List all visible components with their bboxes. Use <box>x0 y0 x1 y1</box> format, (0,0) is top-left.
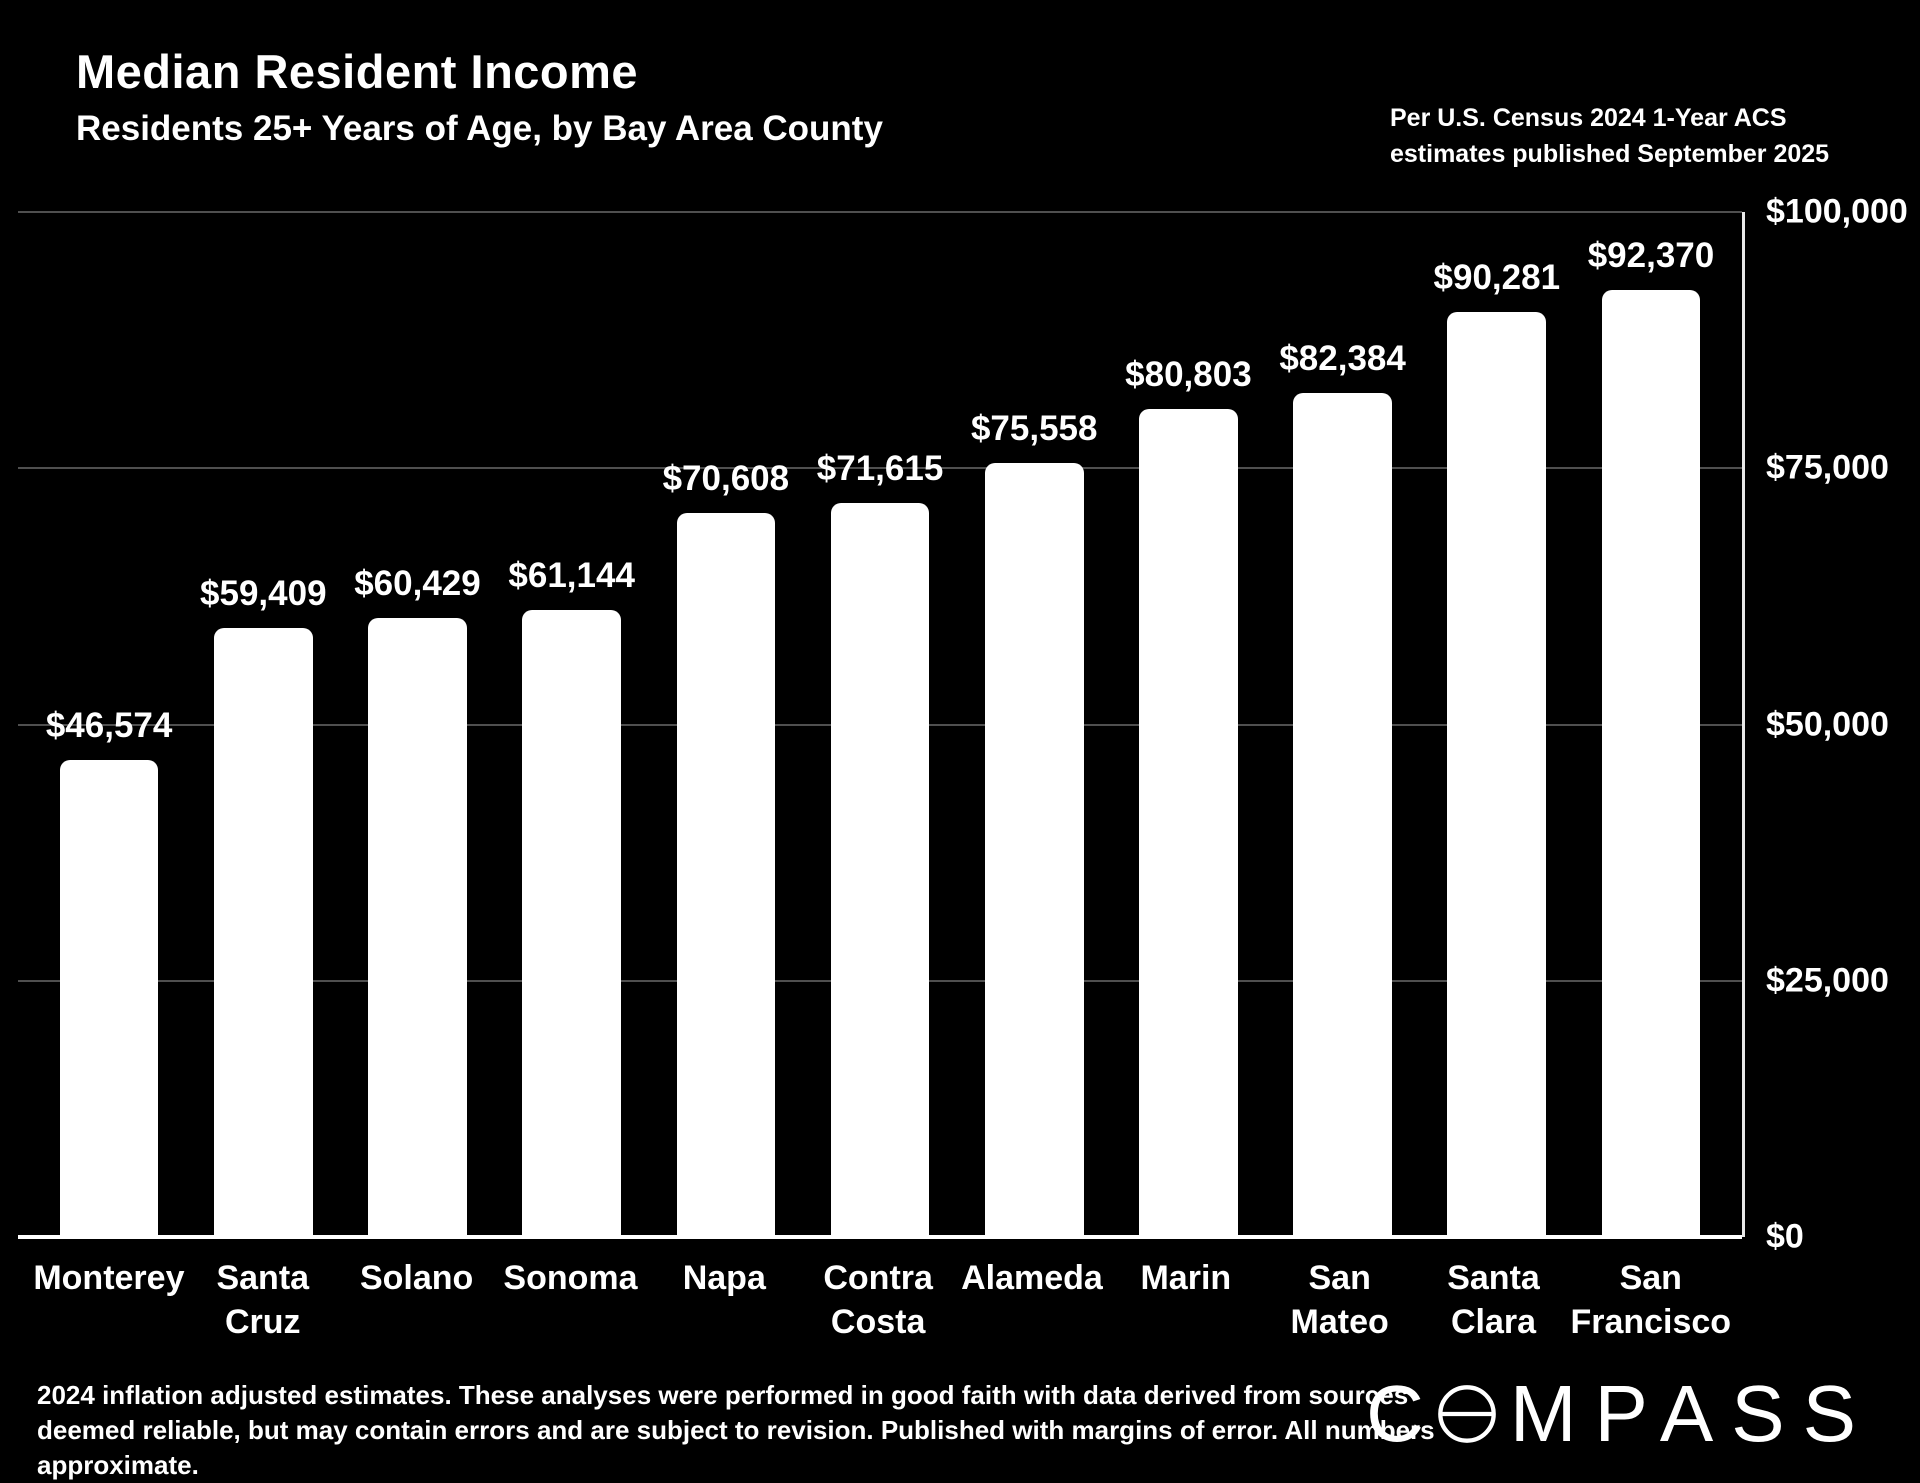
bar-san-mateo <box>1293 392 1392 1237</box>
page-subtitle: Residents 25+ Years of Age, by Bay Area … <box>76 109 883 148</box>
bar-slot: $70,608 <box>649 212 803 1237</box>
bar-value-label: $61,144 <box>508 556 635 596</box>
bar-value-label: $90,281 <box>1433 257 1561 297</box>
x-axis-label: Contra Costa <box>823 1259 933 1342</box>
x-axis-label: Alameda <box>961 1259 1103 1297</box>
x-axis-baseline <box>18 1235 1742 1239</box>
x-axis-label: Napa <box>682 1259 766 1297</box>
bar-value-label: $71,615 <box>816 448 944 488</box>
bar-value-label: $80,803 <box>1125 354 1252 394</box>
bar-slot: $59,409 <box>186 212 340 1237</box>
bar-alameda <box>984 462 1084 1237</box>
x-axis-label: Solano <box>359 1259 474 1297</box>
bar-slot: $71,615 <box>803 212 957 1237</box>
bar-value-label: $75,558 <box>970 408 1098 448</box>
bar-slot: $80,803 <box>1111 212 1265 1237</box>
bar-value-label: $92,370 <box>1587 236 1715 276</box>
x-axis-labels: Monterey Santa Cruz Solano Sonoma Napa Contra C… <box>18 1256 1745 1344</box>
y-tick-label: $25,000 <box>1766 961 1889 1000</box>
bar-slot: $46,574 <box>32 212 186 1237</box>
page-title: Median Resident Income <box>76 45 639 98</box>
bar-santa-clara <box>1447 311 1547 1237</box>
bar-value-label: $46,574 <box>45 705 173 745</box>
bar-monterey <box>59 759 159 1237</box>
logo-letter-c: C <box>1366 1369 1442 1458</box>
compass-logo: C MPASS <box>1366 1368 1874 1460</box>
x-axis-label: Monterey <box>33 1259 185 1297</box>
bar-value-label: $82,384 <box>1279 338 1406 378</box>
disclaimer-text: 2024 inflation adjusted estimates. These… <box>37 1380 1435 1481</box>
bar-napa <box>676 513 776 1237</box>
bar-slot: $75,558 <box>957 212 1111 1237</box>
bar-slot: $90,281 <box>1420 212 1574 1237</box>
bar-contra-costa <box>830 502 930 1237</box>
x-axis-label: Sonoma <box>503 1259 638 1297</box>
bar-santa-cruz <box>213 628 313 1237</box>
bars-row: $46,574 $59,409 $60,429 $61,144 $70,608 $71,6… <box>18 212 1742 1237</box>
logo-letters-mpass: MPASS <box>1509 1369 1874 1458</box>
x-axis-label: San Francisco <box>1570 1259 1732 1342</box>
compass-o-icon <box>1436 1383 1498 1445</box>
plot-area: $46,574 $59,409 $60,429 $61,144 $70,608 $71,6… <box>18 211 1745 1239</box>
bar-value-label: $70,608 <box>662 459 790 499</box>
bar-san-francisco <box>1601 290 1701 1237</box>
gridline <box>18 211 1742 213</box>
bar-slot: $92,370 <box>1574 212 1728 1237</box>
x-axis-label: San Mateo <box>1290 1259 1389 1342</box>
x-axis-label: Santa Cruz <box>216 1259 310 1342</box>
y-tick-label: $0 <box>1766 1217 1804 1256</box>
bar-value-label: $59,409 <box>200 574 327 614</box>
bar-solano <box>368 617 467 1237</box>
bar-value-label: $60,429 <box>354 563 481 603</box>
y-tick-label: $100,000 <box>1766 192 1908 231</box>
bar-slot: $82,384 <box>1266 212 1420 1237</box>
y-axis: $0 $25,000 $50,000 $75,000 $100,000 <box>1766 193 1920 1256</box>
y-tick-label: $75,000 <box>1766 448 1889 487</box>
bar-marin <box>1139 408 1238 1237</box>
gridline <box>18 467 1742 470</box>
bar-slot: $60,429 <box>340 212 494 1237</box>
y-tick-label: $50,000 <box>1766 705 1889 743</box>
x-axis-label: Marin <box>1140 1259 1232 1297</box>
source-note: Per U.S. Census 2024 1-Year ACS estimate… <box>1390 104 1830 169</box>
chart-header: Median Resident Income Residents 25+ Yea… <box>76 44 883 149</box>
x-axis-label: Santa Clara <box>1447 1259 1540 1342</box>
bar-slot: $61,144 <box>495 212 649 1237</box>
bar-sonoma <box>522 610 621 1237</box>
